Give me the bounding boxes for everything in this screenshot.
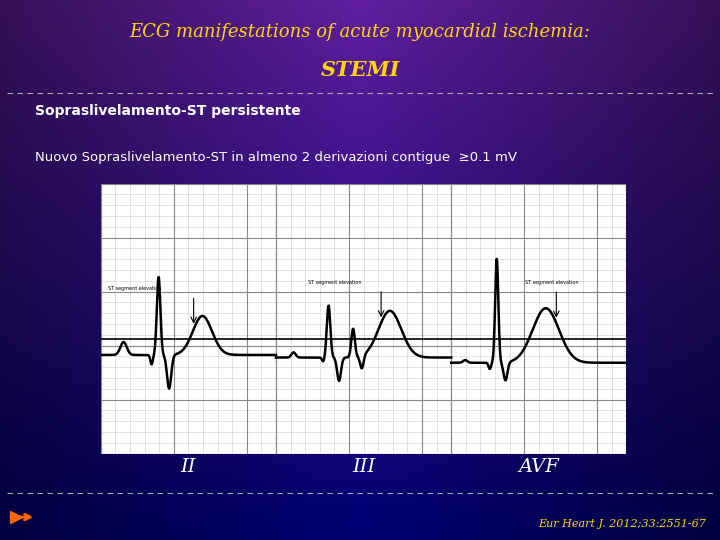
Text: AVF: AVF <box>518 458 559 476</box>
Text: ST segment elevation: ST segment elevation <box>108 286 161 291</box>
Text: Sopraslivelamento-ST persistente: Sopraslivelamento-ST persistente <box>35 104 301 118</box>
Text: ST segment elevation: ST segment elevation <box>307 280 361 285</box>
Text: Nuovo Sopraslivelamento-ST in almeno 2 derivazioni contigue  ≥0.1 mV: Nuovo Sopraslivelamento-ST in almeno 2 d… <box>35 151 517 164</box>
Text: Eur Heart J. 2012;33:2551-67: Eur Heart J. 2012;33:2551-67 <box>538 519 706 529</box>
Text: STEMI: STEMI <box>320 60 400 80</box>
Bar <box>276 184 451 454</box>
Text: ECG manifestations of acute myocardial ischemia:: ECG manifestations of acute myocardial i… <box>130 23 590 41</box>
Text: III: III <box>352 458 375 476</box>
Text: ST segment elevation: ST segment elevation <box>525 280 578 285</box>
Text: II: II <box>181 458 196 476</box>
Bar <box>451 184 626 454</box>
Bar <box>101 184 276 454</box>
